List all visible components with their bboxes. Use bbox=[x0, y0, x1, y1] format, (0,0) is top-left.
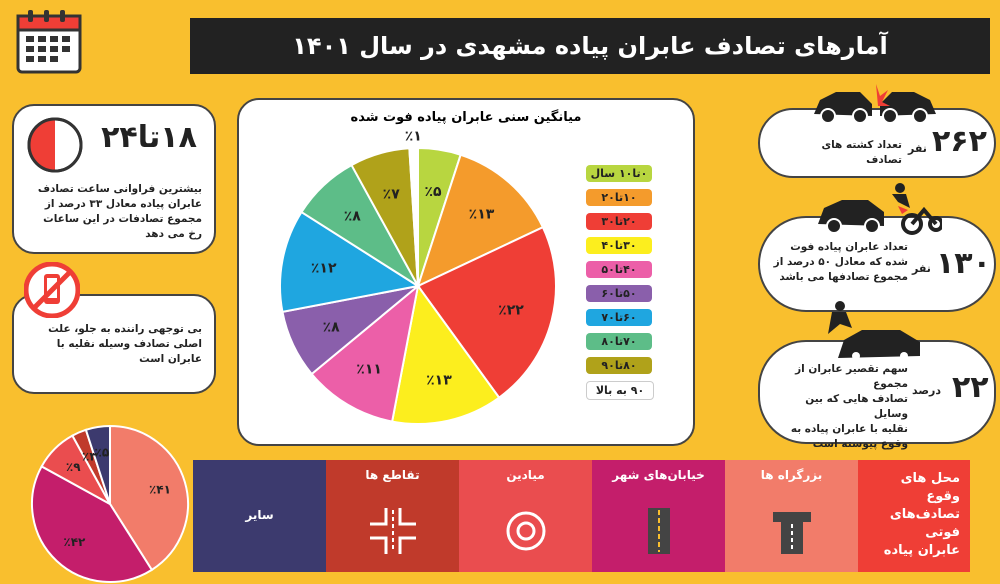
roundabout-icon bbox=[506, 511, 546, 551]
pie-slice bbox=[408, 146, 419, 287]
pie-value-label: ٪۵ bbox=[95, 446, 110, 460]
location-label: بزرگراه ها bbox=[760, 468, 823, 482]
clock-pie-icon bbox=[27, 117, 83, 173]
stat-number-fault: ۲۲ bbox=[952, 370, 989, 405]
pie-value-label: ٪۸ bbox=[344, 209, 362, 225]
pie-value-label: ٪۹ bbox=[66, 460, 81, 474]
car-pedestrian-icon bbox=[828, 301, 920, 360]
pie-value-label: ٪۱۳ bbox=[469, 207, 495, 223]
pie-value-label: ٪۱۳ bbox=[426, 372, 452, 388]
pie-slice bbox=[416, 153, 545, 288]
highway-icon bbox=[773, 512, 811, 554]
heading-line: وقوع bbox=[926, 489, 960, 504]
text-line: وقوع پیوسته است bbox=[812, 438, 908, 450]
heading-line: عابران پیاده bbox=[883, 543, 960, 558]
pie-value-label: ٪۲۲ bbox=[498, 303, 524, 319]
text-line: تعداد کشته های تصادف bbox=[821, 139, 902, 166]
text-line: مجموع تصادفها می باشد bbox=[779, 271, 908, 283]
location-segment: بزرگراه ها bbox=[725, 460, 858, 572]
pie-slice bbox=[279, 210, 421, 314]
legend-item: ۵۰تا۶۰ bbox=[586, 285, 652, 302]
pie-value-label: ٪۴۱ bbox=[149, 482, 171, 496]
hour-text: بیشترین فراوانی ساعت تصادف عابران پیاده … bbox=[28, 182, 202, 242]
no-phone-icon bbox=[24, 262, 80, 318]
pie-value-label: ٪۸ bbox=[323, 320, 341, 336]
heading-line: محل های bbox=[900, 471, 960, 486]
locations-heading: محل های وقوع تصادف‌های فوتی عابران پیاده bbox=[858, 460, 970, 572]
pie-value-label: ٪۴۲ bbox=[63, 535, 86, 549]
text-line: شده که معادل ۵۰ درصد از bbox=[773, 256, 908, 268]
pie-value-label: ٪۱۱ bbox=[356, 361, 382, 377]
pie-slice bbox=[310, 283, 420, 423]
location-segment: خیابان‌های شهر bbox=[592, 460, 725, 572]
legend-item: ۴۰تا۵۰ bbox=[586, 261, 652, 278]
legend-item: ۰تا۱۰ سال bbox=[586, 165, 652, 182]
pie-title: میانگین سنی عابران پیاده فوت شده bbox=[350, 110, 582, 125]
text-line: تعداد عابران پیاده فوت bbox=[790, 241, 908, 253]
location-segment: میادین bbox=[459, 460, 592, 572]
location-strip: بزرگراه ها خیابان‌های شهر میادین تقاطع ها سا… bbox=[193, 460, 970, 572]
stat-text-deaths: تعداد کشته های تصادف bbox=[790, 138, 902, 168]
stat-unit-deaths: نفر bbox=[908, 142, 927, 155]
legend-item: ۳۰تا۴۰ bbox=[586, 237, 652, 254]
text-line: عابران پیاده معادل ۳۳ درصد از bbox=[44, 198, 202, 210]
text-line: نقلیه با عابران پیاده به bbox=[790, 423, 908, 435]
stat-number-deaths: ۲۶۲ bbox=[932, 124, 987, 159]
text-line: عابران است bbox=[139, 353, 202, 365]
car-bike-pedestrian-icon bbox=[818, 183, 942, 235]
heading-line: فوتی bbox=[925, 525, 960, 540]
pie-slice bbox=[84, 424, 111, 505]
legend-item: ۶۰تا۷۰ bbox=[586, 309, 652, 326]
location-segment: تقاطع ها bbox=[326, 460, 459, 572]
legend-item: ۷۰تا۸۰ bbox=[586, 333, 652, 350]
pie-slice bbox=[416, 225, 557, 400]
pie-slice bbox=[31, 465, 154, 583]
car-crash-icon bbox=[814, 84, 936, 124]
phone-text: بی توجهی راننده به جلو، علت اصلی تصادف و… bbox=[28, 322, 202, 367]
hour-card: ۱۸تا۲۴ بیشترین فراوانی ساعت تصادف عابران… bbox=[12, 104, 216, 254]
text-line: بیشترین فراوانی ساعت تصادف bbox=[37, 183, 202, 195]
city-street-icon bbox=[648, 508, 670, 554]
pie-value-label: ٪۱۲ bbox=[311, 261, 337, 277]
pie-slice bbox=[390, 283, 501, 425]
text-line: مجموع تصادفات در این ساعات bbox=[43, 213, 202, 225]
stat-text-fault: سهم تقصیر عابران از مجموع تصادف هایی که … bbox=[772, 362, 908, 452]
pie-value-label: ٪۷ bbox=[383, 186, 401, 202]
page-title: آمارهای تصادف عابران پیاده مشهدی در سال … bbox=[292, 32, 888, 60]
pie-value-label: ٪۳ bbox=[82, 449, 97, 463]
text-line: تصادف هایی که بین وسایل bbox=[805, 393, 908, 420]
text-line: اصلی تصادف وسیله نقلیه با bbox=[56, 338, 202, 350]
stat-oval-deaths bbox=[758, 108, 996, 178]
calendar-icon bbox=[16, 10, 82, 74]
pie-value-label: ٪۵ bbox=[424, 184, 442, 200]
location-label: خیابان‌های شهر bbox=[612, 468, 705, 482]
location-label: میادین bbox=[506, 468, 545, 482]
title-banner: آمارهای تصادف عابران پیاده مشهدی در سال … bbox=[190, 18, 990, 74]
text-line: رخ می دهد bbox=[145, 228, 202, 240]
stat-oval-fault bbox=[758, 340, 996, 444]
stat-number-pedestrians: ۱۳۰ bbox=[936, 246, 991, 281]
location-label: سایر bbox=[245, 508, 274, 522]
location-label: تقاطع ها bbox=[365, 468, 420, 482]
hour-headline: ۱۸تا۲۴ bbox=[101, 120, 197, 155]
legend-item: ۲۰تا۳۰ bbox=[586, 213, 652, 230]
heading-line: تصادف‌های bbox=[889, 507, 960, 522]
pie-value-label: ٪۱ bbox=[405, 129, 422, 145]
stat-text-pedestrians: تعداد عابران پیاده فوت شده که معادل ۵۰ د… bbox=[772, 240, 908, 285]
text-line: بی توجهی راننده به جلو، علت bbox=[48, 323, 202, 335]
stat-unit-pedestrians: نفر bbox=[912, 262, 931, 275]
location-segment: سایر bbox=[193, 460, 326, 572]
intersection-icon bbox=[370, 508, 416, 554]
legend-item: ۸۰تا۹۰ bbox=[586, 357, 652, 374]
legend-item: ۱۰تا۲۰ bbox=[586, 189, 652, 206]
text-line: سهم تقصیر عابران از مجموع bbox=[795, 363, 908, 390]
legend-item: ۹۰ به بالا bbox=[586, 381, 654, 400]
stat-unit-fault: درصد bbox=[912, 384, 941, 397]
